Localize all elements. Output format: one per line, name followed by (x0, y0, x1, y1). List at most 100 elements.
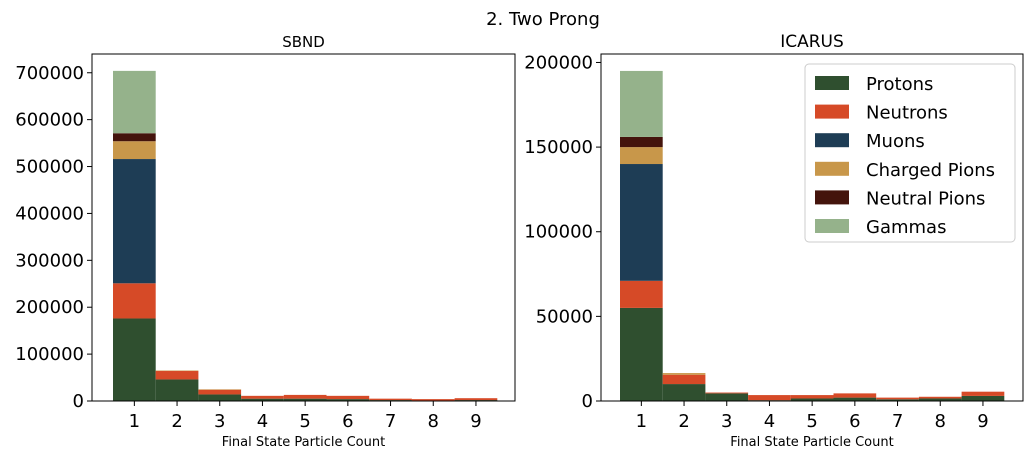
bar-segment-protons-1 (113, 318, 156, 401)
bar-segment-protons-4 (241, 398, 284, 401)
x-tick-label: 3 (214, 411, 225, 432)
bar-segment-protons-6 (833, 397, 877, 401)
x-axis-label: Final State Particle Count (222, 435, 385, 450)
bar-segment-charged-pions-1 (620, 147, 663, 165)
bar-segment-neutrons-9 (961, 391, 1005, 396)
y-tick-label: 500000 (15, 157, 84, 178)
legend-swatch (815, 161, 849, 176)
bar-segment-neutrons-8 (918, 396, 962, 399)
y-tick-label: 0 (73, 391, 84, 412)
x-tick-label: 6 (849, 411, 860, 432)
legend-swatch (815, 76, 849, 90)
legend-label: Muons (866, 131, 925, 152)
bar-segment-neutrons-4 (748, 395, 791, 401)
bar-segment-neutrons-9 (454, 398, 498, 401)
legend-label: Neutrons (866, 103, 948, 124)
bar-segment-neutrons-6 (326, 395, 370, 400)
bar-segment-protons-1 (620, 307, 663, 401)
x-tick-label: 4 (764, 411, 775, 432)
legend-label: Protons (866, 74, 933, 95)
bar-segment-gammas-1 (113, 70, 156, 134)
bar-segment-charged-pions-2 (662, 373, 706, 375)
bars (113, 70, 498, 402)
x-tick-label: 7 (385, 411, 396, 432)
bar-segment-neutral-pions-1 (620, 136, 663, 148)
bar-segment-neutral-pions-1 (113, 133, 156, 142)
y-tick-label: 600000 (15, 110, 84, 131)
bar-segment-neutrons-1 (113, 283, 156, 319)
bar-segment-protons-2 (662, 384, 706, 401)
y-tick-label: 100000 (15, 344, 84, 365)
bar-segment-muons-1 (113, 159, 156, 284)
bar-segment-neutrons-5 (283, 394, 327, 399)
chart-panel-2: ICARUS 0 50000 100000 150000 200000 1 2 3 4 5 6 7 8 9 F… (524, 32, 1024, 450)
legend-label: Gammas (866, 217, 946, 238)
bars (620, 70, 1005, 401)
x-tick-label: 2 (171, 411, 182, 432)
legend-label: Neutral Pions (866, 188, 985, 209)
x-tick-label: 9 (977, 411, 988, 432)
x-tick-label: 7 (892, 411, 903, 432)
panel-title: SBND (282, 33, 325, 51)
x-tick-label: 9 (470, 411, 481, 432)
bar-segment-muons-1 (620, 164, 663, 281)
y-tick-label: 100000 (524, 222, 593, 243)
legend: Protons Neutrons Muons Charged Pions Neutral… (804, 63, 1016, 243)
bar-segment-charged-pions-1 (113, 141, 156, 160)
y-tick-label: 200000 (15, 297, 84, 318)
legend-swatch (815, 190, 849, 205)
bar-segment-neutrons-4 (241, 395, 284, 399)
legend-swatch (815, 219, 849, 233)
x-tick-label: 6 (342, 411, 353, 432)
bar-segment-neutrons-7 (876, 397, 919, 400)
bar-segment-protons-5 (790, 398, 834, 401)
y-tick-label: 400000 (15, 203, 84, 224)
bar-segment-neutrons-3 (705, 392, 749, 394)
x-tick-label: 5 (806, 411, 817, 432)
bar-segment-protons-7 (876, 399, 919, 401)
y-tick-label: 0 (582, 391, 593, 412)
chart-panels: SBND010000020000030000040000050000060000… (15, 32, 1024, 450)
axes-frame (91, 53, 516, 402)
bar-segment-protons-3 (198, 394, 242, 401)
legend-label: Charged Pions (866, 160, 995, 181)
bar-segment-neutrons-1 (620, 280, 663, 308)
x-axis-label: Final State Particle Count (730, 435, 893, 450)
bar-segment-protons-3 (705, 393, 749, 401)
x-tick-label: 1 (636, 411, 647, 432)
x-tick-label: 8 (428, 411, 439, 432)
bar-segment-protons-8 (918, 398, 962, 401)
figure-title: 2. Two Prong (486, 9, 600, 30)
bar-segment-neutrons-2 (155, 370, 199, 380)
bar-segment-protons-5 (283, 398, 327, 401)
x-tick-label: 2 (678, 411, 689, 432)
bar-segment-neutrons-2 (662, 374, 706, 385)
legend-box (804, 63, 1016, 243)
bar-segment-neutrons-8 (411, 399, 455, 401)
y-tick-label: 700000 (15, 63, 84, 84)
bar-segment-protons-6 (326, 399, 370, 401)
y-tick-label: 300000 (15, 250, 84, 271)
bar-segment-neutrons-5 (790, 395, 834, 399)
y-tick-label: 50000 (536, 306, 593, 327)
bar-segment-charged-pions-2 (155, 370, 199, 372)
legend-swatch (815, 133, 849, 148)
y-tick-label: 200000 (524, 52, 593, 73)
legend-swatch (815, 104, 849, 119)
bar-segment-protons-2 (155, 379, 199, 401)
x-tick-label: 1 (129, 411, 140, 432)
chart-panel-1: SBND 0 100000 200000 300000 400000 500000 60000… (15, 33, 516, 450)
x-tick-label: 8 (935, 411, 946, 432)
panel-title: ICARUS (780, 32, 844, 52)
bar-segment-neutrons-7 (369, 398, 412, 401)
bar-segment-charged-pions-3 (198, 389, 242, 390)
bar-segment-gammas-1 (620, 70, 663, 137)
bar-segment-neutrons-6 (833, 393, 877, 398)
x-tick-label: 3 (721, 411, 732, 432)
x-tick-label: 5 (299, 411, 310, 432)
bar-segment-neutrons-3 (198, 389, 242, 395)
y-tick-label: 150000 (524, 137, 593, 158)
bar-segment-protons-9 (961, 395, 1005, 401)
x-tick-label: 4 (257, 411, 268, 432)
